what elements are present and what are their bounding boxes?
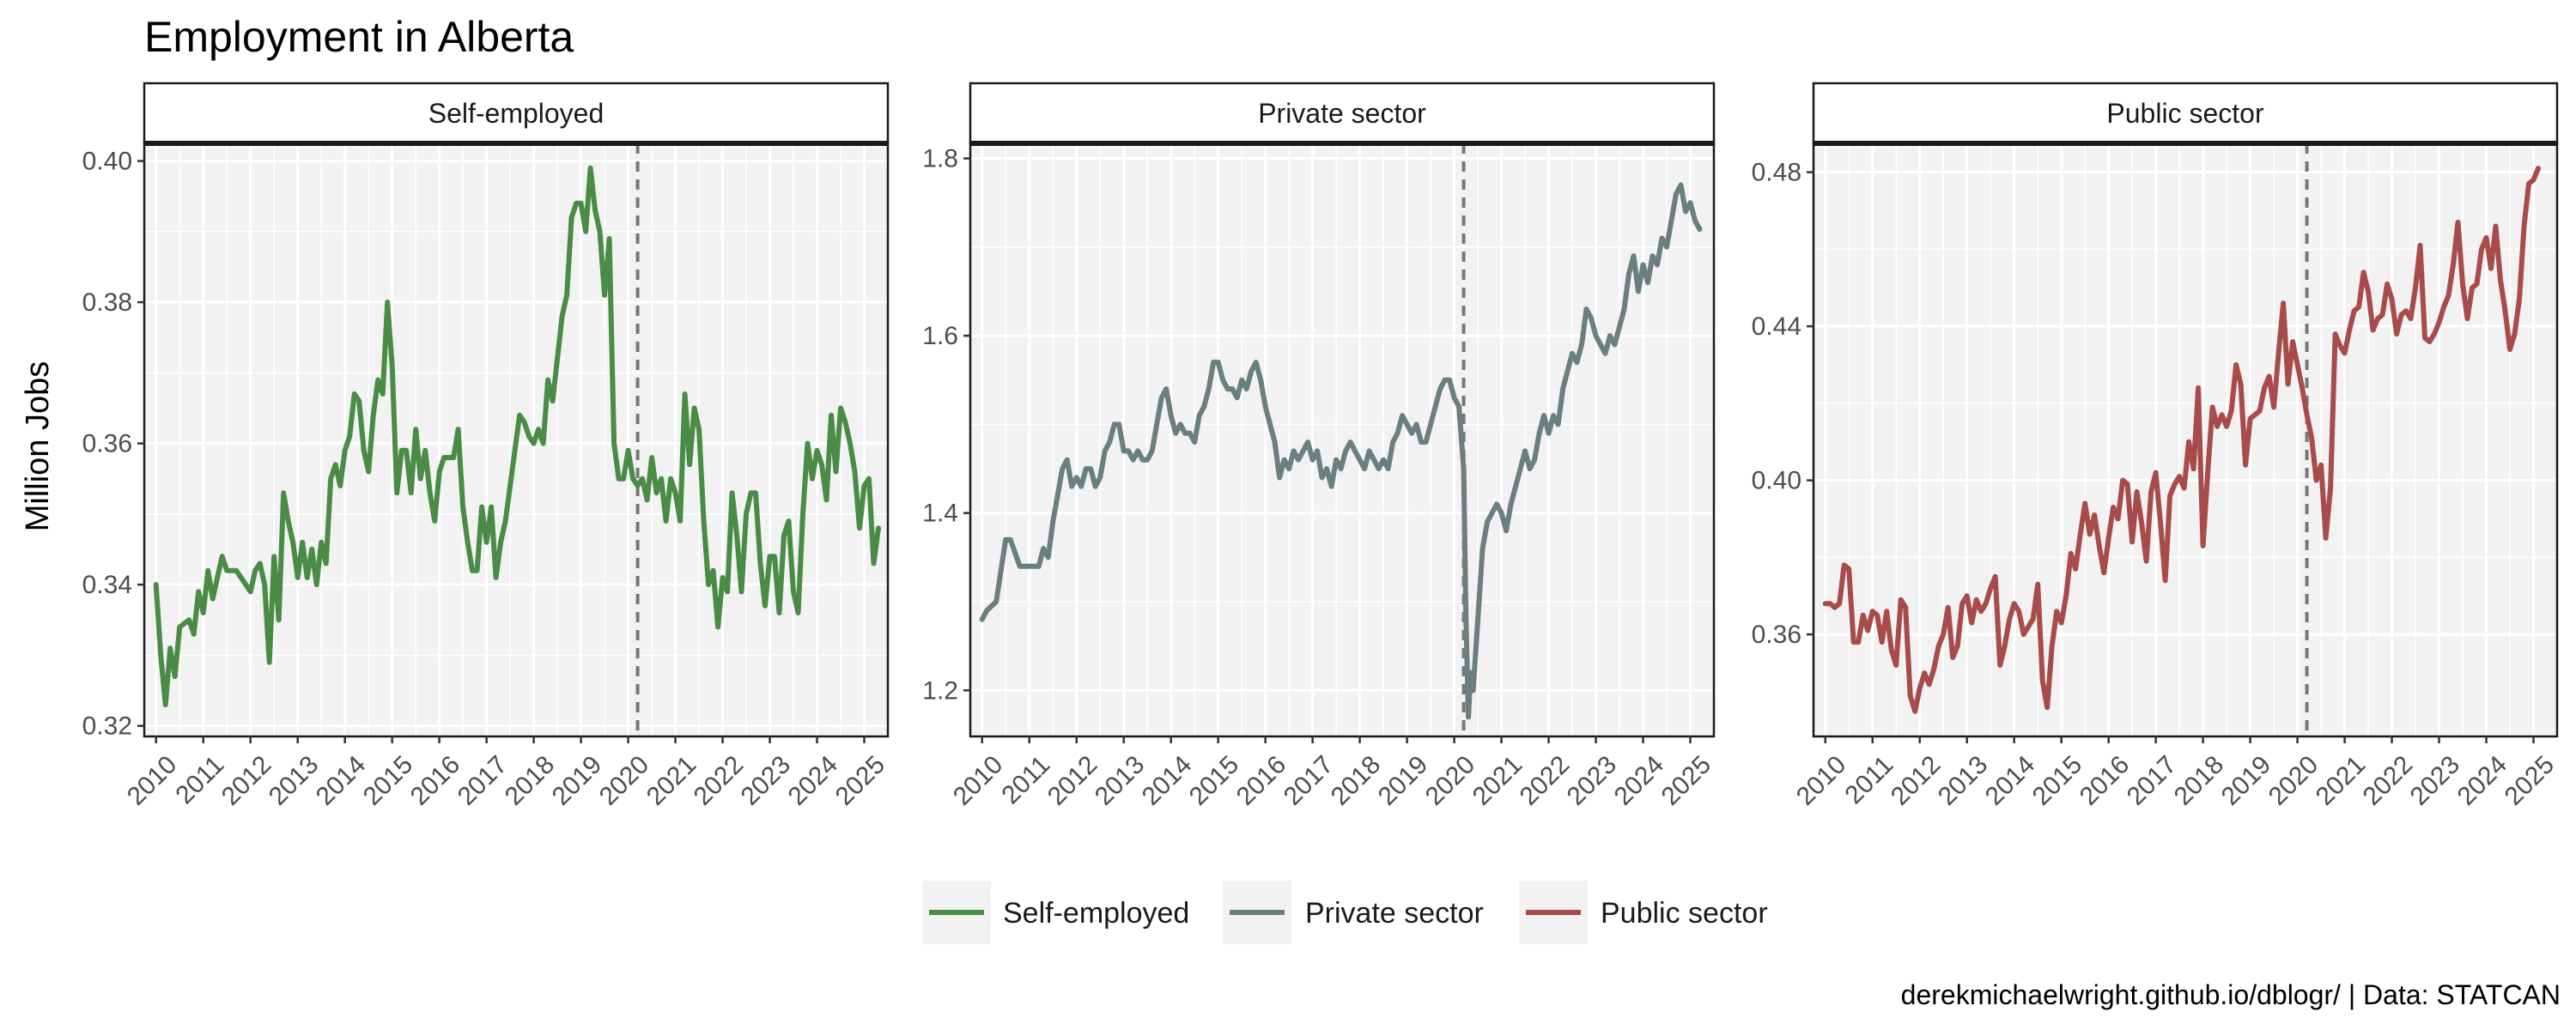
x-tick-label: 2016 bbox=[1231, 750, 1292, 811]
x-tick-label: 2025 bbox=[2500, 750, 2561, 811]
x-tick-label: 2016 bbox=[2075, 750, 2136, 811]
x-tick-label: 2014 bbox=[1980, 750, 2041, 811]
legend-item-public-sector: Public sector bbox=[1519, 881, 1768, 944]
x-tick-label: 2012 bbox=[216, 750, 277, 811]
chart-title: Employment in Alberta bbox=[144, 13, 574, 61]
x-tick-label: 2024 bbox=[1609, 750, 1670, 811]
x-tick-label: 2012 bbox=[1886, 750, 1947, 811]
x-tick-label: 2021 bbox=[1467, 750, 1528, 811]
plot-background bbox=[1814, 143, 2557, 736]
panel-self-employed: Self-employed0.320.340.360.380.402010201… bbox=[82, 82, 891, 811]
legend-item-self-employed: Self-employed bbox=[922, 881, 1189, 944]
strip-title: Self-employed bbox=[428, 98, 605, 129]
x-tick-label: 2014 bbox=[1137, 750, 1198, 811]
y-axis-label: Million Jobs bbox=[20, 361, 56, 532]
plot-background bbox=[970, 143, 1714, 736]
x-tick-label: 2020 bbox=[2263, 750, 2324, 811]
strip bbox=[969, 82, 1716, 145]
x-tick-label: 2017 bbox=[2122, 750, 2183, 811]
panel-private-sector: Private sector1.21.41.61.820102011201220… bbox=[922, 82, 1717, 811]
x-tick-label: 2020 bbox=[1420, 750, 1481, 811]
x-tick-label: 2019 bbox=[547, 750, 608, 811]
x-tick-label: 2020 bbox=[594, 750, 655, 811]
x-tick-label: 2024 bbox=[783, 750, 844, 811]
y-tick-label: 1.4 bbox=[922, 500, 958, 528]
y-tick-label: 0.36 bbox=[82, 430, 132, 458]
legend-label: Private sector bbox=[1305, 897, 1484, 930]
x-tick-label: 2013 bbox=[1933, 750, 1994, 811]
y-tick-label: 1.6 bbox=[922, 322, 958, 350]
y-tick-label: 0.32 bbox=[82, 712, 132, 741]
panels: Self-employed0.320.340.360.380.402010201… bbox=[82, 82, 2561, 811]
x-tick-label: 2010 bbox=[1791, 750, 1852, 811]
y-tick-label: 0.34 bbox=[82, 571, 132, 599]
x-tick-label: 2017 bbox=[1279, 750, 1340, 811]
x-tick-label: 2012 bbox=[1042, 750, 1103, 811]
x-tick-label: 2022 bbox=[689, 750, 750, 811]
caption: derekmichaelwright.github.io/dblogr/ | D… bbox=[1901, 979, 2561, 1010]
x-tick-label: 2015 bbox=[358, 750, 419, 811]
x-tick-label: 2021 bbox=[2311, 750, 2372, 811]
x-tick-label: 2016 bbox=[405, 750, 466, 811]
y-tick-label: 0.44 bbox=[1752, 312, 1801, 341]
x-tick-label: 2013 bbox=[264, 750, 325, 811]
x-tick-label: 2024 bbox=[2452, 750, 2513, 811]
x-tick-label: 2010 bbox=[948, 750, 1009, 811]
strip-title: Private sector bbox=[1258, 98, 1426, 129]
strip-title: Public sector bbox=[2106, 98, 2264, 129]
x-tick-label: 2019 bbox=[2216, 750, 2277, 811]
x-tick-label: 2014 bbox=[311, 750, 372, 811]
x-tick-label: 2015 bbox=[2027, 750, 2088, 811]
strip bbox=[1812, 82, 2559, 145]
x-tick-label: 2021 bbox=[641, 750, 702, 811]
x-tick-label: 2023 bbox=[736, 750, 797, 811]
y-tick-label: 0.36 bbox=[1752, 621, 1801, 649]
x-tick-label: 2011 bbox=[996, 750, 1055, 809]
series-line-public-sector bbox=[1822, 166, 2541, 714]
x-tick-label: 2018 bbox=[1326, 750, 1387, 811]
y-tick-label: 0.38 bbox=[82, 288, 132, 317]
y-tick-label: 1.2 bbox=[922, 676, 958, 705]
x-tick-label: 2018 bbox=[500, 750, 561, 811]
y-tick-label: 0.48 bbox=[1752, 159, 1801, 187]
series-line-self-employed bbox=[153, 165, 881, 707]
y-tick-label: 0.40 bbox=[82, 148, 132, 176]
legend-label: Public sector bbox=[1601, 897, 1768, 930]
legend: Self-employed Private sector Public sector bbox=[922, 881, 1768, 944]
y-tick-label: 1.8 bbox=[922, 145, 958, 173]
x-tick-label: 2011 bbox=[170, 750, 229, 809]
x-tick-label: 2017 bbox=[453, 750, 513, 811]
legend-item-private-sector: Private sector bbox=[1223, 881, 1484, 944]
x-tick-label: 2025 bbox=[1656, 750, 1717, 811]
series-line-private-sector bbox=[979, 182, 1703, 720]
x-tick-label: 2019 bbox=[1373, 750, 1434, 811]
x-tick-label: 2023 bbox=[2405, 750, 2466, 811]
x-tick-label: 2011 bbox=[1839, 750, 1899, 809]
x-tick-label: 2015 bbox=[1184, 750, 1245, 811]
panel-public-sector: Public sector0.360.400.440.4820102011201… bbox=[1752, 82, 2561, 811]
y-tick-label: 0.40 bbox=[1752, 467, 1801, 495]
x-tick-label: 2013 bbox=[1090, 750, 1151, 811]
x-tick-label: 2018 bbox=[2169, 750, 2230, 811]
x-tick-label: 2025 bbox=[830, 750, 891, 811]
x-tick-label: 2010 bbox=[122, 750, 183, 811]
x-tick-label: 2023 bbox=[1562, 750, 1623, 811]
x-tick-label: 2022 bbox=[2358, 750, 2419, 811]
legend-label: Self-employed bbox=[1003, 897, 1189, 930]
x-tick-label: 2022 bbox=[1515, 750, 1576, 811]
